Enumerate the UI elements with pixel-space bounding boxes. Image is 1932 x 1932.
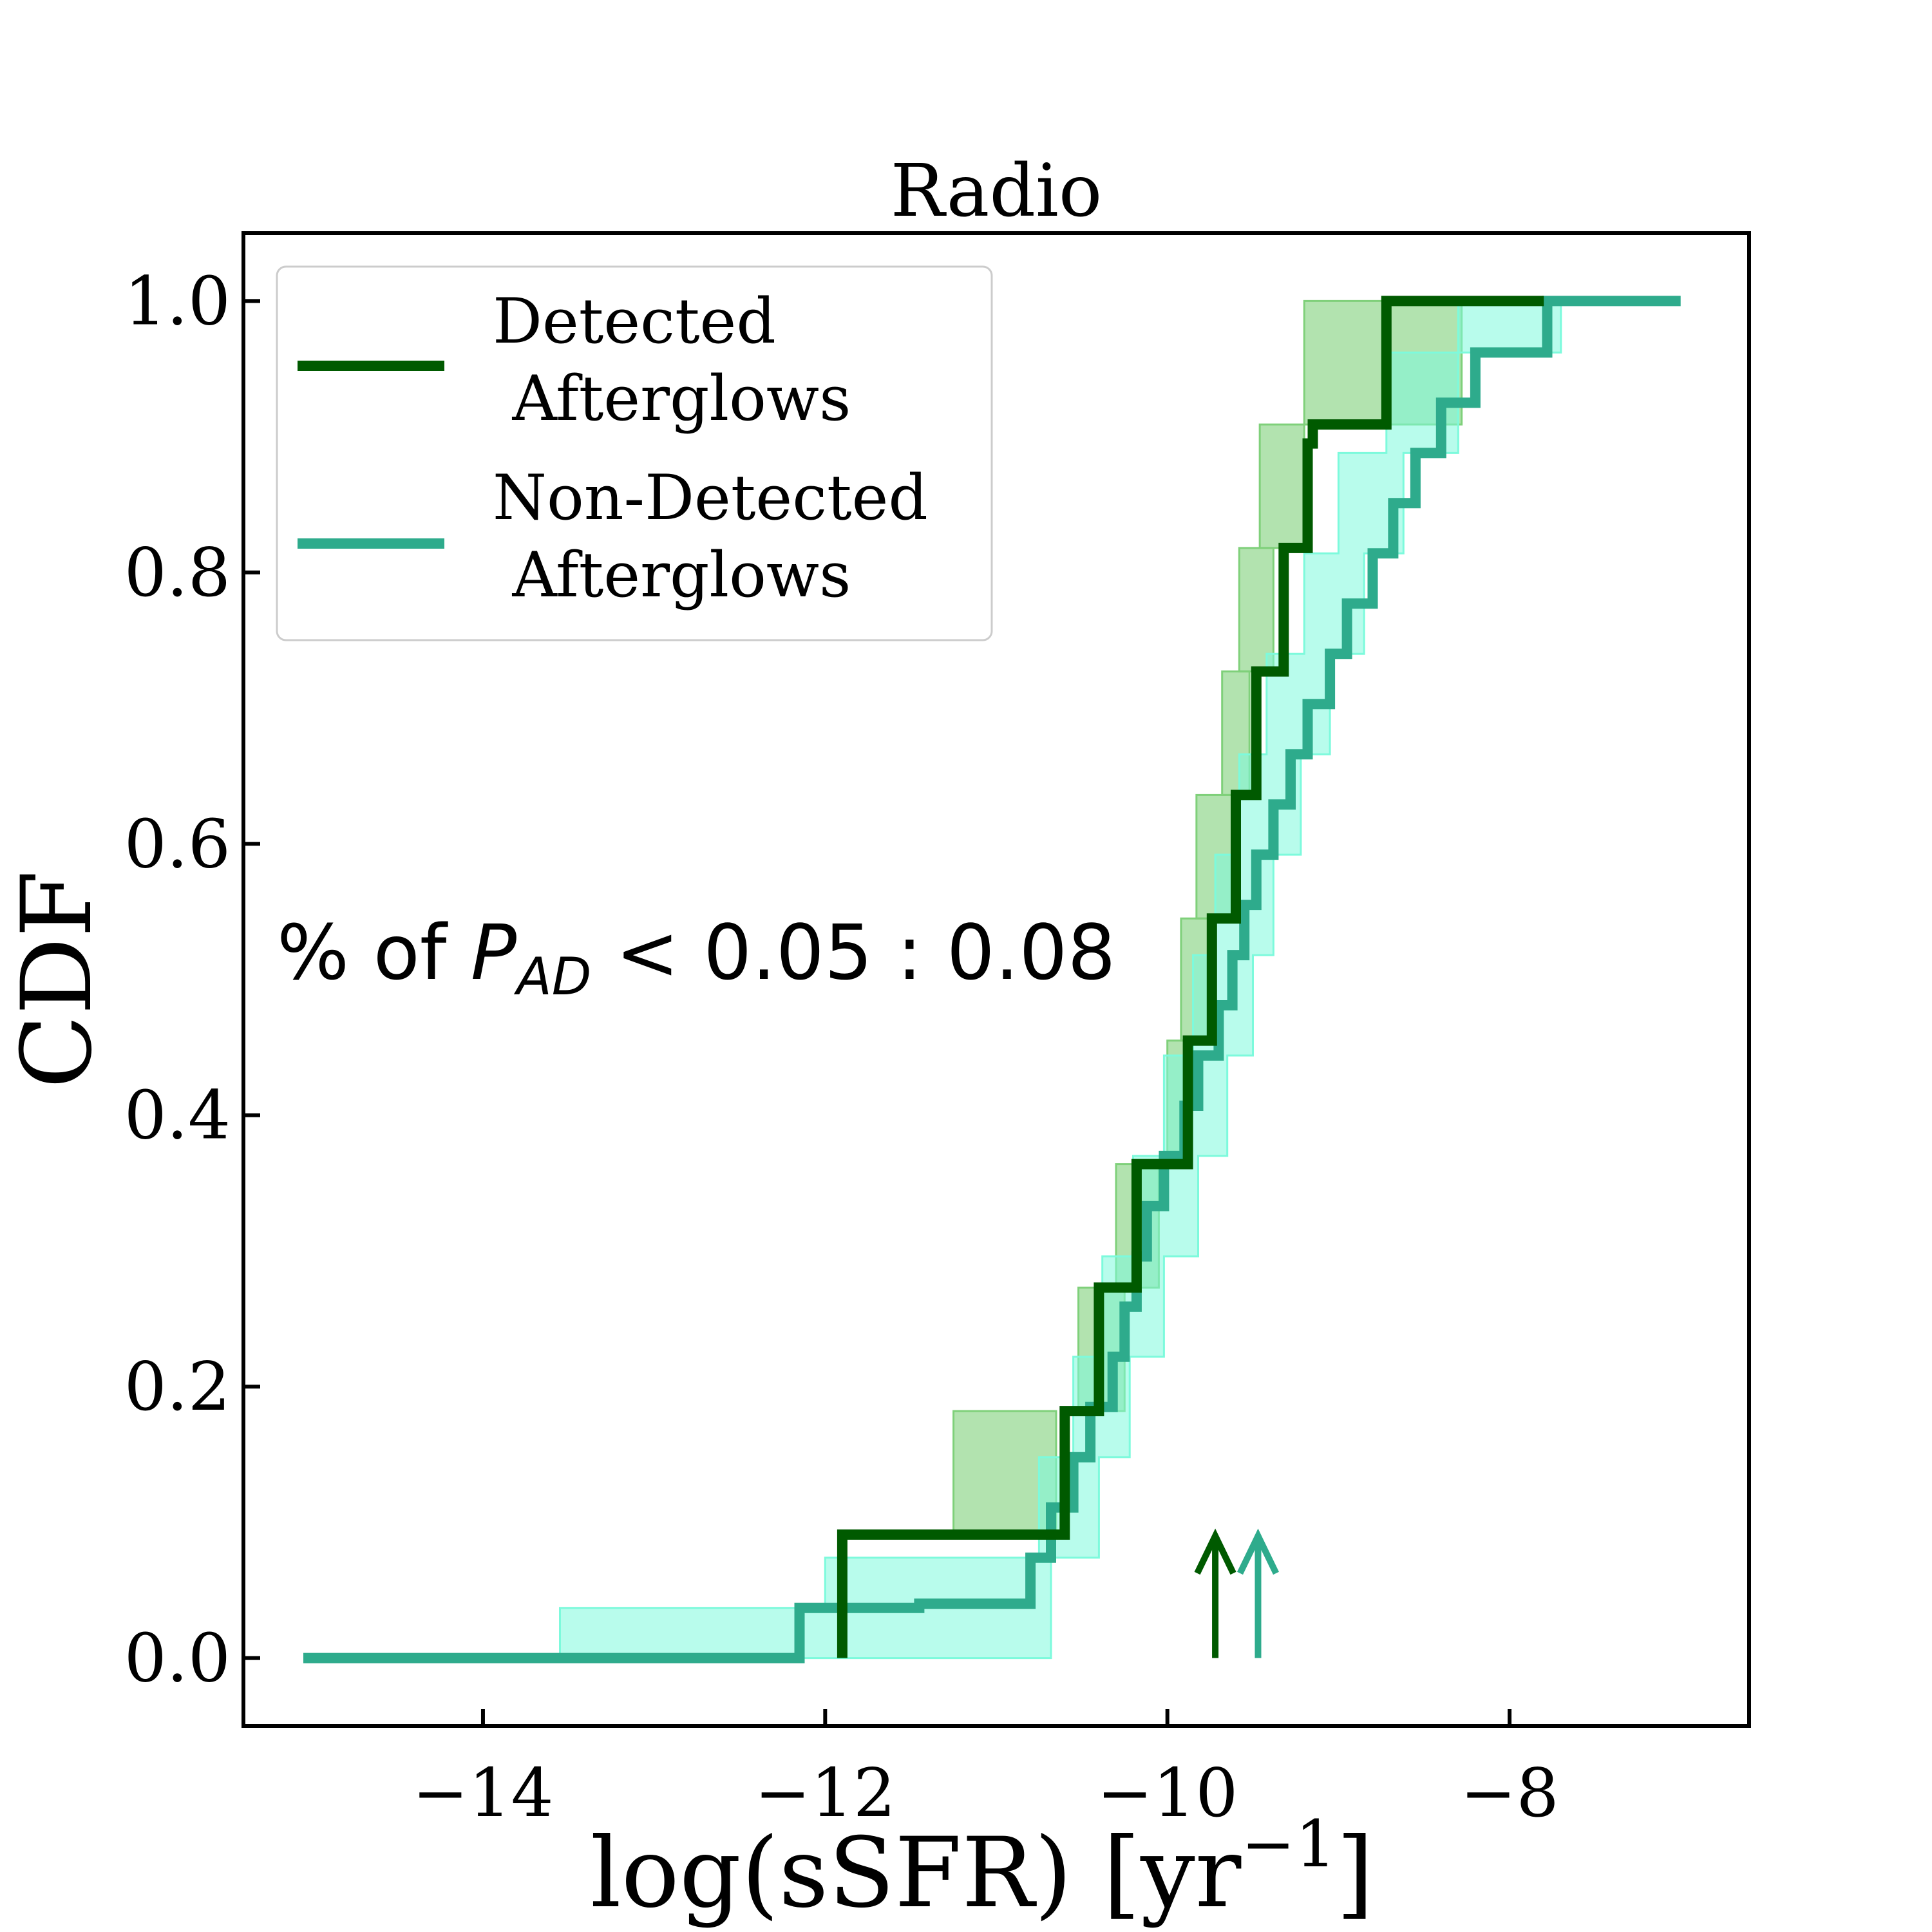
x-tick-label-0: −14 xyxy=(412,1754,553,1832)
legend-label-detected-line2: Afterglows xyxy=(493,363,851,435)
detected-band-segment-8 xyxy=(1258,423,1305,549)
detected-median-arrow xyxy=(1194,1528,1236,1658)
x-tick-label-2: −10 xyxy=(1097,1754,1238,1832)
y-axis-ticks: 0.0 0.2 0.4 0.6 0.8 1.0 xyxy=(124,261,260,1698)
median-arrows xyxy=(1194,1528,1279,1658)
ad-test-annotation: % of PAD < 0.05 : 0.08 xyxy=(277,908,1116,1007)
y-tick-label-3: 0.6 xyxy=(124,804,231,883)
x-tick-label-3: −8 xyxy=(1460,1754,1558,1832)
series-lines xyxy=(303,296,1681,1663)
legend-label-detected-line1: Detected xyxy=(493,285,776,357)
confidence-bands xyxy=(559,299,1562,1660)
y-axis-label: CDF xyxy=(1,870,113,1088)
legend: Detected Afterglows Non-Detected Aftergl… xyxy=(276,265,993,641)
non-detected-median-arrow xyxy=(1236,1528,1279,1658)
plot-frame xyxy=(242,231,1751,1728)
detected-cdf-line xyxy=(837,296,1544,1658)
legend-box xyxy=(276,265,993,641)
y-tick-label-5: 1.0 xyxy=(124,261,231,340)
non-detected-cdf-line xyxy=(303,296,1681,1663)
legend-label-non-detected-line1: Non-Detected xyxy=(493,462,928,534)
detected-band-segment-7 xyxy=(1238,547,1274,673)
y-tick-label-2: 0.4 xyxy=(124,1076,231,1155)
x-tick-label-1: −12 xyxy=(755,1754,896,1832)
y-tick-label-4: 0.8 xyxy=(124,533,231,612)
y-tick-label-0: 0.0 xyxy=(124,1619,231,1698)
arrow-head xyxy=(1194,1528,1236,1575)
legend-label-non-detected-line2: Afterglows xyxy=(493,539,851,611)
x-axis-ticks: −14 −12 −10 −8 xyxy=(412,1709,1559,1832)
arrow-head xyxy=(1236,1528,1279,1575)
x-axis-label: log(sSFR) [yr−1] xyxy=(591,1806,1374,1929)
detected-band-segment-6 xyxy=(1221,670,1251,796)
chart-title: Radio xyxy=(891,149,1103,233)
y-tick-label-1: 0.2 xyxy=(124,1347,231,1426)
